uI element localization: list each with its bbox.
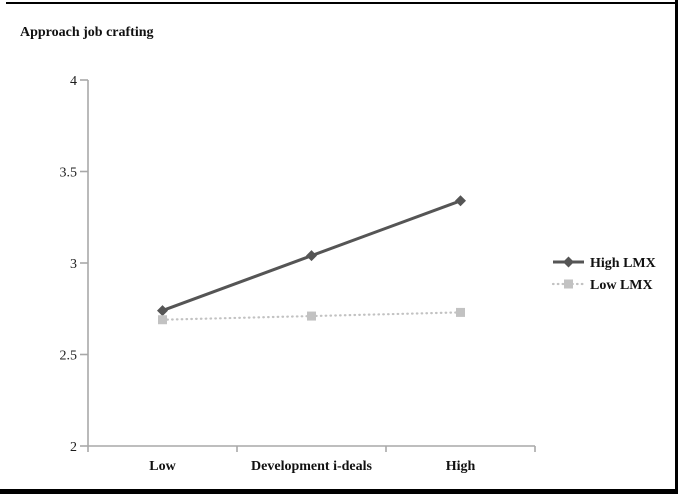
- x-category-label: High: [446, 459, 476, 474]
- y-tick-label: 4: [70, 74, 77, 89]
- y-axis-title: Approach job crafting: [20, 25, 154, 40]
- legend-diamond-marker: [563, 256, 574, 268]
- square-marker: [307, 311, 316, 321]
- y-tick-label: 3.5: [60, 166, 78, 181]
- legend-label: Low LMX: [590, 278, 653, 293]
- x-category-label: Development i-deals: [251, 459, 372, 474]
- legend-square-marker: [564, 279, 573, 289]
- right-border-rule: [675, 0, 678, 494]
- bottom-border-rule: [0, 489, 678, 494]
- square-marker: [158, 315, 167, 325]
- square-marker: [456, 307, 465, 317]
- diamond-marker: [157, 305, 168, 317]
- top-border-rule: [6, 2, 678, 4]
- y-tick-label: 2: [70, 440, 77, 455]
- legend-label: High LMX: [590, 256, 656, 271]
- y-tick-label: 2.5: [60, 349, 78, 364]
- diamond-marker: [306, 250, 317, 262]
- x-category-label: Low: [149, 459, 176, 474]
- y-tick-label: 3: [70, 257, 77, 272]
- diamond-marker: [455, 195, 466, 207]
